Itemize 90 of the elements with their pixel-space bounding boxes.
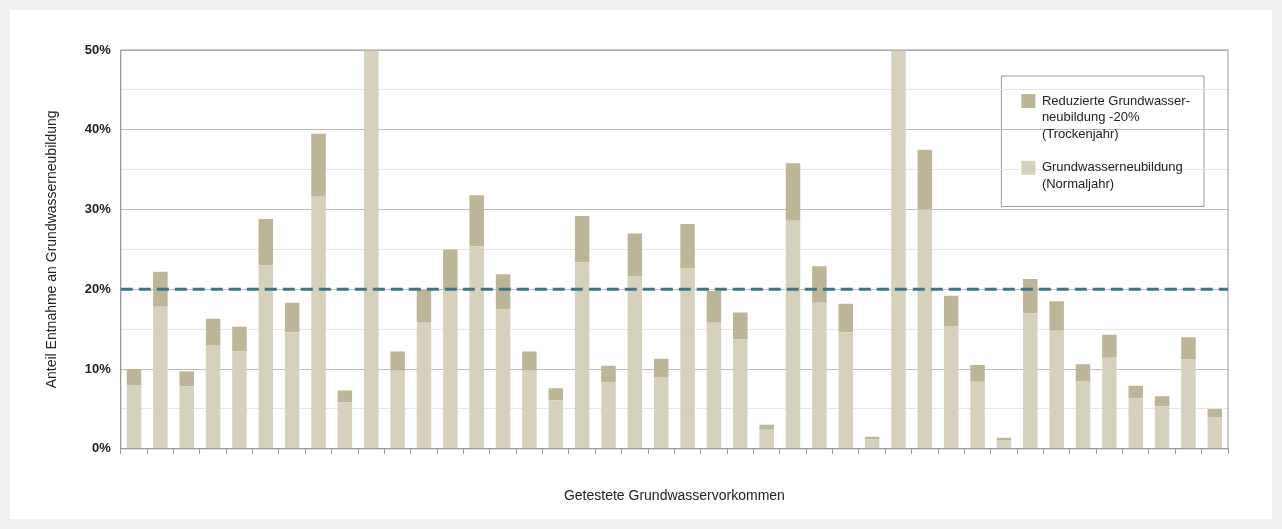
bar <box>311 196 326 449</box>
bar <box>1023 313 1038 449</box>
bar <box>785 220 801 449</box>
bar <box>1075 364 1091 381</box>
bar <box>1181 337 1196 360</box>
bar <box>126 369 142 385</box>
bar <box>812 302 827 449</box>
bar <box>574 262 590 449</box>
legend-label: Reduzierte Grundwasser-neubildung -20% (Trockenjahr) <box>1041 92 1191 142</box>
bar <box>1128 398 1143 449</box>
bar <box>970 381 985 449</box>
x-axis-title: Getestete Grundwasservorkommen <box>563 487 785 504</box>
bar <box>469 195 484 247</box>
bar <box>943 325 959 449</box>
bar <box>1102 357 1117 449</box>
bar <box>1023 278 1038 314</box>
bar <box>733 312 748 340</box>
legend-label: Grundwasserneubildung (Normaljahr) <box>1041 159 1183 192</box>
bar <box>970 365 985 382</box>
bar <box>443 249 458 290</box>
bar <box>785 163 801 221</box>
bar <box>153 306 168 449</box>
bar <box>1207 408 1223 417</box>
bar <box>258 265 274 449</box>
bar <box>706 322 722 449</box>
bar <box>759 429 774 449</box>
bar <box>601 365 616 383</box>
bar <box>153 271 168 307</box>
bar <box>548 400 564 449</box>
bar <box>1075 381 1091 449</box>
bar <box>205 345 221 449</box>
bar <box>337 402 353 449</box>
y-axis-title: Anteil Entnahme an Grundwasserneubildung <box>43 110 60 389</box>
bar <box>1128 385 1143 399</box>
bar <box>759 424 774 430</box>
bar <box>522 370 537 449</box>
y-tick-label: 30% <box>84 201 112 217</box>
bar <box>943 295 959 326</box>
bar <box>653 377 669 449</box>
bar <box>838 332 854 449</box>
bar <box>469 246 484 449</box>
bar <box>232 326 247 352</box>
bar <box>522 351 537 371</box>
y-tick-label: 0% <box>92 440 112 456</box>
y-tick-label: 10% <box>84 360 112 376</box>
bar <box>917 209 933 449</box>
y-tick-label: 50% <box>84 41 112 57</box>
y-tick-label: 40% <box>84 121 112 137</box>
bar <box>416 321 432 449</box>
bar <box>390 351 405 371</box>
bar <box>838 303 854 333</box>
y-tick-label: 20% <box>84 280 112 296</box>
bar <box>574 215 590 263</box>
bar <box>179 386 194 449</box>
bar <box>1181 359 1196 449</box>
bar <box>627 233 643 277</box>
bar <box>495 274 511 310</box>
bar <box>337 390 353 403</box>
bar <box>891 50 906 449</box>
bar <box>733 339 748 449</box>
bar <box>258 219 274 266</box>
bar <box>390 370 405 449</box>
bar <box>179 371 194 387</box>
bar <box>601 382 616 449</box>
bar <box>627 276 643 449</box>
bar <box>1207 416 1223 449</box>
bar <box>996 440 1012 449</box>
bar <box>284 302 300 333</box>
bar <box>416 290 432 322</box>
bar <box>1154 406 1170 449</box>
bar <box>495 309 511 449</box>
bar <box>1049 330 1064 449</box>
bar <box>232 351 247 449</box>
bar <box>443 289 458 449</box>
bar <box>653 358 669 378</box>
bar <box>1102 334 1117 358</box>
bar <box>812 266 827 303</box>
bar <box>864 439 880 449</box>
bar <box>680 223 695 269</box>
bar <box>917 149 933 210</box>
bar <box>364 50 379 449</box>
bar <box>205 318 221 346</box>
bar <box>1049 301 1064 331</box>
bar <box>126 384 142 449</box>
bar <box>311 133 326 197</box>
bar <box>548 388 564 401</box>
bar <box>706 290 722 323</box>
bar <box>284 332 300 449</box>
bar <box>680 268 695 449</box>
bar <box>1154 396 1170 407</box>
